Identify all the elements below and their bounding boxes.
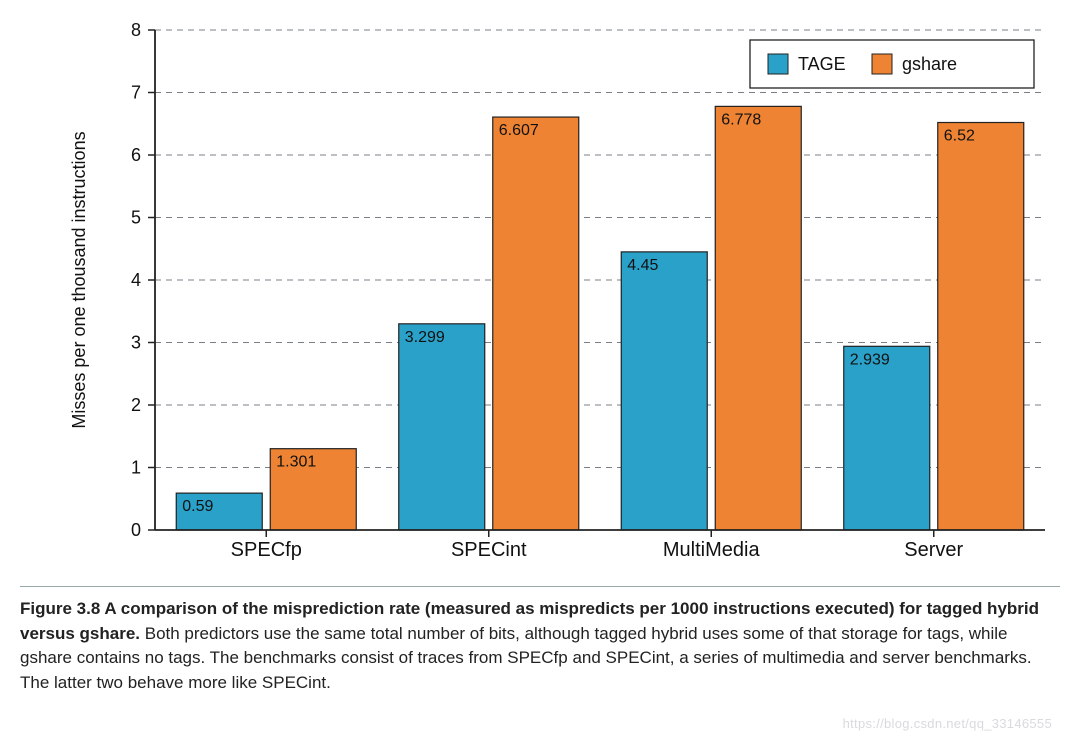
- category-label: SPECfp: [231, 539, 302, 561]
- y-axis-label: Misses per one thousand instructions: [69, 131, 89, 428]
- category-label: Server: [904, 539, 963, 561]
- watermark-text: https://blog.csdn.net/qq_33146555: [843, 716, 1052, 731]
- bar-tage: [399, 324, 485, 530]
- category-label: MultiMedia: [663, 539, 761, 561]
- y-tick-label: 3: [131, 333, 141, 353]
- bar-gshare: [715, 106, 801, 530]
- bar-tage: [621, 252, 707, 530]
- bar-chart-svg: 0 1 2 3 4 5 6 7 8 0.59 1.301 SPECfp 3.299 6.607 SPECin…: [20, 10, 1060, 580]
- legend-label: TAGE: [798, 54, 846, 74]
- bar-value-label: 4.45: [627, 257, 658, 274]
- bar-gshare: [938, 123, 1024, 531]
- figure-caption: Figure 3.8 A comparison of the mispredic…: [20, 586, 1060, 696]
- legend-swatch: [768, 54, 788, 74]
- y-tick-label: 0: [131, 520, 141, 540]
- y-tick-label: 8: [131, 20, 141, 40]
- y-tick-label: 5: [131, 208, 141, 228]
- bar-value-label: 6.778: [721, 111, 761, 128]
- bar-value-label: 6.52: [944, 128, 975, 145]
- bar-value-label: 6.607: [499, 122, 539, 139]
- bar-value-label: 1.301: [276, 454, 316, 471]
- bar-value-label: 3.299: [405, 329, 445, 346]
- bar-value-label: 0.59: [182, 498, 213, 515]
- y-tick-label: 1: [131, 458, 141, 478]
- category-label: SPECint: [451, 539, 527, 561]
- y-tick-label: 7: [131, 83, 141, 103]
- y-tick-label: 6: [131, 145, 141, 165]
- legend-swatch: [872, 54, 892, 74]
- bar-value-label: 2.939: [850, 351, 890, 368]
- y-tick-label: 4: [131, 270, 141, 290]
- y-tick-label: 2: [131, 395, 141, 415]
- caption-body: Both predictors use the same total numbe…: [20, 624, 1032, 692]
- legend-label: gshare: [902, 54, 957, 74]
- bar-tage: [844, 346, 930, 530]
- bar-gshare: [493, 117, 579, 530]
- chart-area: 0 1 2 3 4 5 6 7 8 0.59 1.301 SPECfp 3.299 6.607 SPECin…: [20, 10, 1060, 580]
- page-root: 0 1 2 3 4 5 6 7 8 0.59 1.301 SPECfp 3.299 6.607 SPECin…: [0, 0, 1080, 737]
